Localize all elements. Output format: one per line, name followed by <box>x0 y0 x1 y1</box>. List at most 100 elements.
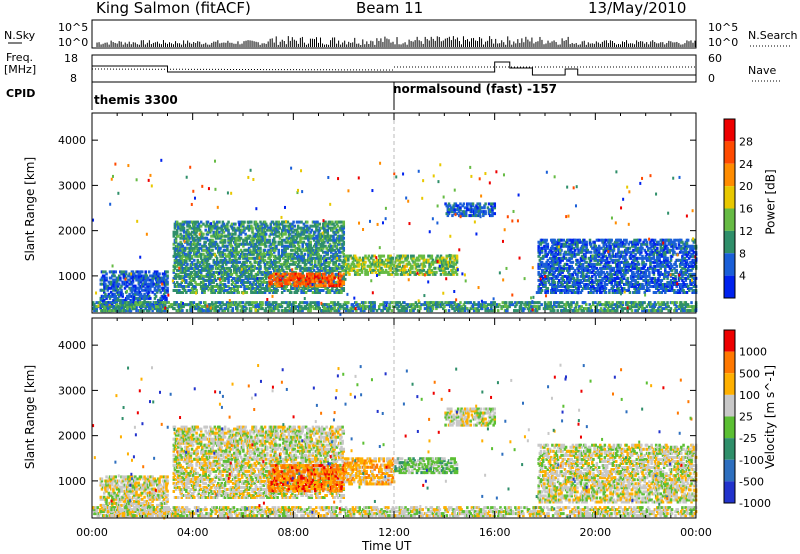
data-cell <box>210 254 213 258</box>
data-cell <box>226 244 229 248</box>
data-cell <box>316 220 319 224</box>
data-cell <box>185 260 188 264</box>
data-cell <box>136 290 139 294</box>
data-cell <box>260 286 263 290</box>
data-cell <box>146 286 150 290</box>
data-cell <box>197 254 201 258</box>
data-cell <box>209 276 212 280</box>
data-cell <box>269 270 273 274</box>
data-cell <box>211 224 214 228</box>
data-cell <box>179 228 182 232</box>
cpid-label: CPID <box>6 87 36 100</box>
data-cell <box>593 262 596 266</box>
data-cell <box>147 290 151 294</box>
data-cell <box>231 264 235 268</box>
data-cell <box>234 232 237 236</box>
data-cell <box>471 202 475 206</box>
data-cell <box>253 256 257 260</box>
data-cell <box>173 266 177 270</box>
data-cell <box>238 254 242 258</box>
data-cell <box>288 262 292 266</box>
data-cell <box>318 272 321 276</box>
data-cell <box>290 290 293 294</box>
data-cell <box>588 238 592 242</box>
data-cell <box>243 264 246 268</box>
data-cell <box>247 226 251 230</box>
data-cell <box>180 280 184 284</box>
data-cell <box>333 276 336 280</box>
data-cell <box>187 268 190 272</box>
data-cell <box>229 270 233 274</box>
data-cell <box>358 268 362 272</box>
data-cell <box>237 278 241 282</box>
data-cell <box>101 276 105 280</box>
data-cell <box>174 240 178 244</box>
data-cell <box>105 307 108 311</box>
data-cell <box>537 270 540 274</box>
data-cell <box>196 264 199 268</box>
data-cell <box>223 282 227 286</box>
data-cell <box>301 236 304 240</box>
data-cell <box>146 276 150 280</box>
data-cell <box>226 246 229 250</box>
data-cell <box>298 244 301 248</box>
data-cell <box>111 302 114 306</box>
data-cell <box>228 286 231 290</box>
data-cell <box>364 260 367 264</box>
data-cell <box>187 282 190 286</box>
data-cell <box>321 288 325 292</box>
data-cell <box>182 286 186 290</box>
data-cell <box>195 288 198 292</box>
data-cell <box>123 286 127 290</box>
data-cell <box>202 282 205 286</box>
data-cell <box>124 282 128 286</box>
data-cell <box>134 290 137 294</box>
data-cell <box>220 226 223 230</box>
data-cell <box>177 250 180 254</box>
data-cell <box>189 250 193 254</box>
data-cell <box>225 262 228 266</box>
data-cell <box>202 284 205 288</box>
data-cell <box>119 278 122 282</box>
data-cell <box>240 220 244 224</box>
data-cell <box>199 230 203 234</box>
data-cell <box>233 286 236 290</box>
data-cell <box>101 294 105 298</box>
data-cell <box>151 284 154 288</box>
data-cell <box>237 228 241 232</box>
data-cell <box>221 264 225 268</box>
data-cell <box>293 228 296 232</box>
data-cell <box>112 272 115 276</box>
data-cell <box>186 262 189 266</box>
data-cell <box>130 298 134 302</box>
data-cell <box>202 286 205 290</box>
data-cell <box>263 248 267 252</box>
data-cell <box>164 290 167 294</box>
data-cell <box>291 248 294 252</box>
data-cell <box>100 282 104 286</box>
data-cell <box>107 292 111 296</box>
data-cell <box>490 202 493 206</box>
data-cell <box>247 272 251 276</box>
data-cell <box>144 272 147 276</box>
data-cell <box>238 274 242 278</box>
data-cell <box>228 256 231 260</box>
data-cell <box>194 242 197 246</box>
data-cell <box>193 246 196 250</box>
data-cell <box>562 242 566 246</box>
data-cell <box>418 258 421 262</box>
data-cell <box>186 256 189 260</box>
data-cell <box>247 246 251 250</box>
data-cell <box>342 220 346 224</box>
data-cell <box>209 240 212 244</box>
data-cell <box>139 292 143 296</box>
data-cell <box>221 252 225 256</box>
data-cell <box>124 272 128 276</box>
data-cell <box>202 244 205 248</box>
data-cell <box>284 228 287 232</box>
data-cell <box>361 256 365 260</box>
data-cell <box>190 230 194 234</box>
data-cell <box>236 280 239 284</box>
data-cell <box>250 256 253 260</box>
data-cell <box>234 240 237 244</box>
